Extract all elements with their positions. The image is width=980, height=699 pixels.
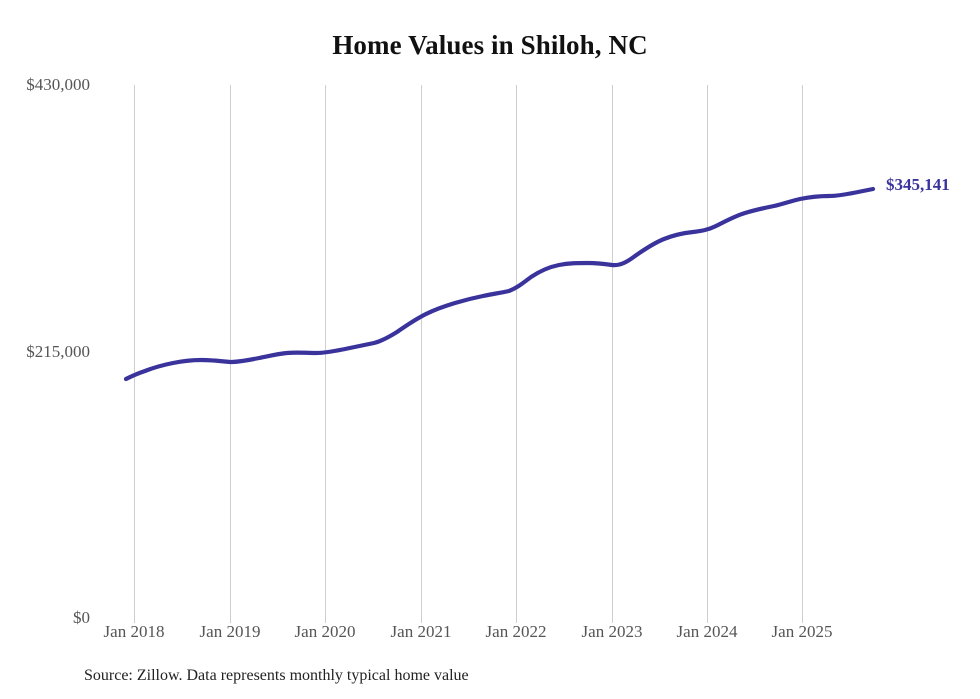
x-tick-label: Jan 2020 <box>294 622 356 641</box>
x-tick-label: Jan 2024 <box>676 622 738 641</box>
y-tick-label: $215,000 <box>26 342 90 361</box>
source-note: Source: Zillow. Data represents monthly … <box>84 667 469 684</box>
x-tick-label: Jan 2018 <box>103 622 165 641</box>
x-tick-label: Jan 2023 <box>581 622 643 641</box>
end-value-annotation: $345,141 <box>886 175 950 194</box>
y-axis: $430,000 $215,000 $0 <box>0 0 96 699</box>
x-tick-label: Jan 2019 <box>199 622 261 641</box>
page-title: Home Values in Shiloh, NC <box>332 30 648 60</box>
y-tick-label: $430,000 <box>26 75 90 94</box>
x-tick-label: Jan 2022 <box>485 622 547 641</box>
x-tick-label: Jan 2025 <box>771 622 833 641</box>
y-tick-label: $0 <box>73 608 90 627</box>
x-tick-label: Jan 2021 <box>390 622 452 641</box>
